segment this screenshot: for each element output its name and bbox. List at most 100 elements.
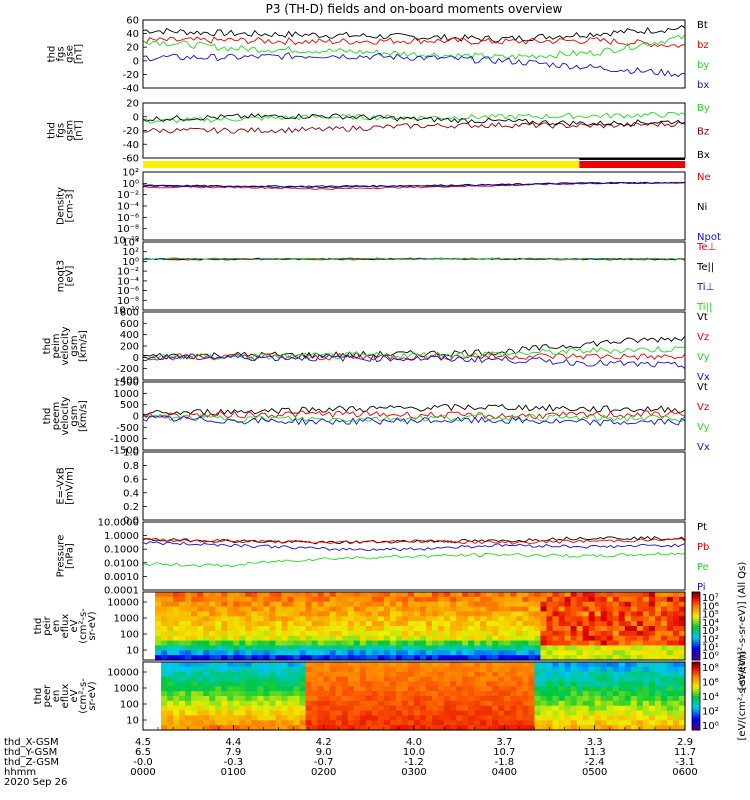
spectrogram-cell	[450, 616, 457, 622]
spectrogram-cell	[221, 671, 228, 678]
spectrogram-cell	[281, 601, 289, 608]
colorbar-tick-label: 10⁶	[702, 601, 719, 612]
spectrogram-cell	[299, 725, 307, 731]
spectrogram-cell	[600, 700, 608, 707]
spectrogram-cell	[636, 662, 644, 668]
spectrogram-cell	[582, 691, 590, 697]
spectrogram-cell	[588, 596, 596, 603]
spectrogram-cell	[564, 626, 572, 632]
x-row-value: -0.3	[224, 757, 244, 768]
spectrogram-cell	[227, 720, 234, 726]
spectrogram-cell	[155, 596, 162, 603]
spectrogram-cell	[359, 635, 367, 642]
spectrogram-cell	[335, 681, 343, 687]
spectrogram-cell	[648, 626, 656, 632]
spectrogram-cell	[480, 715, 487, 721]
spectrogram-cell	[233, 635, 240, 642]
spectrogram-cell	[486, 705, 493, 712]
spectrogram-cell	[582, 601, 590, 608]
spectrogram-cell	[353, 662, 361, 668]
spectrogram-cell	[221, 635, 228, 642]
spectrogram-cell	[618, 696, 626, 702]
spectrogram-cell	[305, 700, 313, 707]
spectrogram-cell	[486, 606, 493, 613]
spectrogram-cell	[672, 592, 680, 598]
spectrogram-cell	[359, 645, 367, 651]
spectrogram-cell	[233, 696, 240, 702]
spectrogram-cell	[606, 691, 614, 697]
spectrogram-cell	[395, 671, 403, 678]
spectrogram-cell	[540, 715, 548, 721]
y-tick-label: 1.0	[123, 448, 139, 459]
spectrogram-cell	[636, 616, 644, 622]
spectrogram-cell	[227, 655, 234, 661]
x-row-value: 4.5	[135, 737, 151, 748]
spectrogram-cell	[203, 592, 210, 598]
spectrogram-cell	[534, 676, 542, 683]
spectrogram-cell	[239, 662, 246, 668]
spectrogram-cell	[341, 640, 349, 647]
spectrogram-cell	[233, 621, 240, 627]
spectrogram-cell	[299, 715, 307, 721]
spectrogram-cell	[672, 691, 680, 697]
spectrogram-cell	[401, 596, 409, 603]
spectrogram-cell	[377, 696, 385, 702]
spectrogram-cell	[642, 686, 650, 692]
panels: thdfgsgse[nT]Btbzbybx6040200-20-40thdfgs…	[33, 16, 748, 741]
spectrogram-cell	[618, 645, 626, 651]
spectrogram-cell	[504, 655, 511, 661]
spectrogram-cell	[335, 601, 343, 608]
spectrogram-cell	[245, 630, 252, 637]
spectrogram-cell	[377, 671, 385, 678]
spectrogram-cell	[257, 725, 265, 731]
spectrogram-cell	[389, 676, 397, 683]
spectrogram-cell	[618, 720, 626, 726]
spectrogram-cell	[636, 720, 644, 726]
spectrogram-cell	[432, 596, 439, 603]
spectrogram-cell	[438, 616, 445, 622]
spectrogram-cell	[414, 696, 421, 702]
spectrogram-cell	[420, 616, 427, 622]
spectrogram-cell	[317, 725, 325, 731]
spectrogram-cell	[251, 645, 259, 651]
spectrogram-cell	[456, 655, 463, 661]
spectrogram-cell	[492, 611, 499, 617]
spectrogram-cell	[624, 686, 632, 692]
spectrogram-cell	[179, 635, 186, 642]
spectrogram-cell	[383, 601, 391, 608]
spectrogram-cell	[323, 686, 331, 692]
spectrogram-cell	[245, 655, 252, 661]
spectrogram-cell	[167, 611, 174, 617]
panel-frame	[142, 102, 686, 159]
spectrogram-cell	[383, 662, 391, 668]
spectrogram-cell	[257, 630, 265, 637]
series-line-Pb	[142, 537, 686, 545]
spectrogram-cell	[468, 616, 475, 622]
spectrogram-cell	[438, 700, 445, 707]
spectrogram-cell	[456, 681, 463, 687]
spectrogram-cell	[456, 715, 463, 721]
spectrogram-cell	[275, 671, 283, 678]
spectrogram-cell	[335, 662, 343, 668]
spectrogram-cell	[155, 592, 162, 598]
spectrogram-cell	[287, 621, 295, 627]
spectrogram-cell	[444, 601, 451, 608]
spectrogram-cell	[618, 715, 626, 721]
spectrogram-cell	[534, 596, 542, 603]
spectrogram-cell	[450, 681, 457, 687]
spectrogram-cell	[570, 671, 578, 678]
spectrogram-cell	[185, 606, 192, 613]
spectrogram-cell	[438, 611, 445, 617]
spectrogram-cell	[642, 696, 650, 702]
legend-entry: Ti⊥	[696, 282, 714, 293]
spectrogram-cell	[341, 666, 349, 673]
spectrogram-cell	[251, 621, 259, 627]
spectrogram-cell	[582, 686, 590, 692]
spectrogram-cell	[582, 592, 590, 598]
spectrogram-cell	[365, 611, 373, 617]
spectrogram-cell	[329, 671, 337, 678]
spectrogram-cell	[660, 655, 668, 661]
spectrogram-cell	[257, 645, 265, 651]
spectrogram-cell	[618, 710, 626, 717]
spectrogram-cell	[480, 621, 487, 627]
